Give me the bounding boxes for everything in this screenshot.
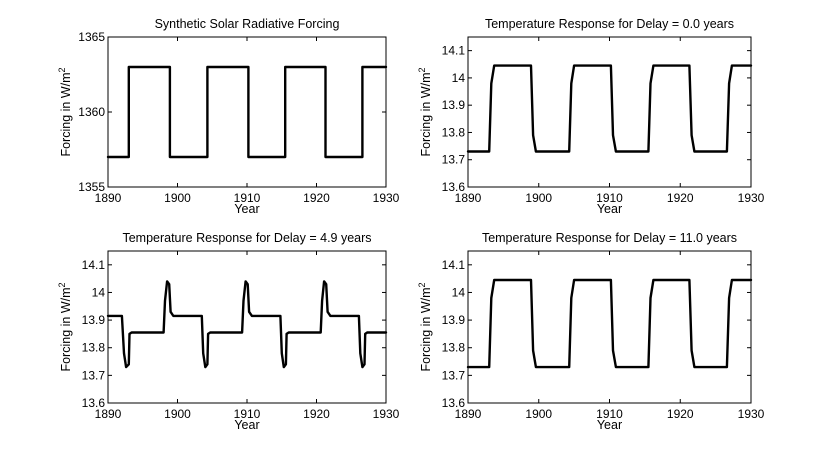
x-tick-label: 1930 <box>738 191 765 205</box>
chart-panel-1: 1890 1900 1910 1920 1930 1355 1360 1365 Syntheti… <box>57 17 400 216</box>
y-axis-label-superscript: 2 <box>417 67 427 72</box>
x-tick-label: 1910 <box>596 191 623 205</box>
x-axis-label: Year <box>234 202 259 216</box>
x-tick-label: 1910 <box>596 407 623 421</box>
axes-frame <box>467 250 752 404</box>
x-tick-label: 1890 <box>95 407 122 421</box>
y-axis-label: Forcing in W/m2 <box>417 282 433 371</box>
y-tick-label: 13.9 <box>442 98 466 112</box>
x-tick-label: 1910 <box>234 407 261 421</box>
x-tick-label: 1920 <box>667 191 694 205</box>
y-tick-label: 14.1 <box>82 258 106 272</box>
y-axis-label-superscript: 2 <box>57 282 67 287</box>
y-axis-label-superscript: 2 <box>57 67 67 72</box>
x-tick-label: 1930 <box>738 407 765 421</box>
y-tick-label: 14 <box>452 285 466 299</box>
y-tick-label: 13.6 <box>82 396 106 410</box>
y-axis-label-text: Forcing in W/m <box>59 72 73 156</box>
chart-panel-3: 1890 1900 1910 1920 1930 13.6 13.7 13.8 13.9 14 14… <box>57 231 400 432</box>
x-tick-label: 1900 <box>164 407 191 421</box>
y-axis-label: Forcing in W/m2 <box>417 67 433 156</box>
y-tick-label: 14 <box>92 285 106 299</box>
x-tick-label: 1920 <box>303 191 330 205</box>
y-tick-label: 13.7 <box>82 368 106 382</box>
x-axis-label: Year <box>597 202 622 216</box>
x-tick-label: 1890 <box>455 191 482 205</box>
x-tick-label: 1910 <box>234 191 261 205</box>
axes-frame <box>467 36 752 188</box>
y-tick-label: 14 <box>452 71 466 85</box>
x-tick-label: 1900 <box>164 191 191 205</box>
series-line-temperature <box>466 64 753 153</box>
y-axis-label: Forcing in W/m2 <box>57 67 73 156</box>
y-tick-label: 13.8 <box>82 341 106 355</box>
y-tick-label: 14.1 <box>442 258 466 272</box>
x-tick-label: 1900 <box>525 407 552 421</box>
y-tick-label: 13.7 <box>442 368 466 382</box>
x-axis-label: Year <box>597 418 622 432</box>
y-axis-label-text: Forcing in W/m <box>419 72 433 156</box>
y-axis-label-text: Forcing in W/m <box>59 287 73 371</box>
series-line-forcing <box>106 65 388 159</box>
y-tick-label: 13.6 <box>442 396 466 410</box>
x-tick-label: 1930 <box>373 407 400 421</box>
axes-frame <box>107 36 387 188</box>
y-tick-label: 13.8 <box>442 341 466 355</box>
chart-title: Temperature Response for Delay = 11.0 ye… <box>482 231 737 245</box>
y-tick-label: 1355 <box>78 180 105 194</box>
y-tick-label: 13.7 <box>442 153 466 167</box>
axes-frame <box>107 250 387 404</box>
y-tick-label: 13.9 <box>442 313 466 327</box>
series-line-temperature <box>466 278 753 369</box>
y-tick-label: 13.6 <box>442 180 466 194</box>
y-axis-label-superscript: 2 <box>417 282 427 287</box>
y-tick-label: 1360 <box>78 105 105 119</box>
chart-title: Temperature Response for Delay = 0.0 yea… <box>485 17 734 31</box>
y-tick-label: 14.1 <box>442 44 466 58</box>
y-tick-label: 13.9 <box>82 313 106 327</box>
y-axis-label-text: Forcing in W/m <box>419 287 433 371</box>
y-axis-label: Forcing in W/m2 <box>57 282 73 371</box>
chart-panel-4: 1890 1900 1910 1920 1930 13.6 13.7 13.8 13.9 14 14… <box>417 231 765 432</box>
y-tick-label: 13.8 <box>442 125 466 139</box>
chart-panel-2: 1890 1900 1910 1920 1930 13.6 13.7 13.8 13.9 14 14… <box>417 17 765 216</box>
x-tick-label: 1920 <box>303 407 330 421</box>
x-tick-label: 1900 <box>525 191 552 205</box>
x-axis-label: Year <box>234 418 259 432</box>
y-tick-label: 1365 <box>78 30 105 44</box>
x-tick-label: 1930 <box>373 191 400 205</box>
x-tick-label: 1890 <box>95 191 122 205</box>
chart-title: Synthetic Solar Radiative Forcing <box>155 17 340 31</box>
x-tick-label: 1920 <box>667 407 694 421</box>
chart-title: Temperature Response for Delay = 4.9 yea… <box>122 231 371 245</box>
x-tick-label: 1890 <box>455 407 482 421</box>
series-line-temperature <box>106 280 388 369</box>
